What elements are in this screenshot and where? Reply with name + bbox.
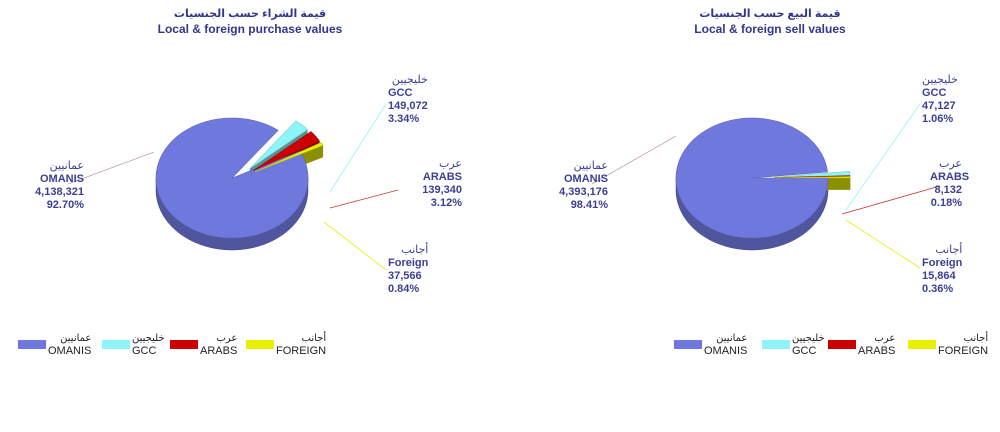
leader-line-foreign (845, 219, 921, 269)
legend-swatch-gcc (102, 340, 130, 349)
label-gcc: خليجيين GCC 47,127 1.06% (922, 74, 958, 125)
chart-legend: عمانيين OMANIS خليجيين GCC عرب ARABS أجانب F… (18, 333, 498, 358)
chart-title-arabic: قيمة البيع حسب الجنسيات (699, 8, 841, 20)
chart-title: Local & foreign sell values (694, 22, 846, 36)
label-gcc: خليجيين GCC 149,072 3.34% (388, 74, 428, 125)
chart-title: Local & foreign purchase values (157, 22, 343, 36)
pie-chart (591, 103, 941, 269)
legend-swatch-gcc (762, 340, 790, 349)
label-foreign: أجانب Foreign 15,864 0.36% (922, 244, 963, 295)
leader-line-foreign (323, 221, 387, 271)
label-arabs: عرب ARABS 8,132 0.18% (930, 158, 970, 209)
chart-legend: عمانيين OMANIS خليجيين GCC عرب ARABS أجانب F… (674, 333, 1000, 358)
label-omanis: عمانيين OMANIS 4,138,321 92.70% (35, 160, 84, 211)
leader-line-arabs (329, 189, 399, 209)
legend-swatch-arabs (170, 340, 198, 349)
chart-title-arabic: قيمة الشراء حسب الجنسيات (173, 8, 327, 20)
purchase-chart-panel: قيمة الشراء حسب الجنسيات Local & foreign… (18, 8, 498, 358)
pie-slice-arabs (253, 131, 320, 171)
legend-swatch-omanis (18, 340, 46, 349)
leader-line-gcc (845, 103, 921, 211)
label-arabs: عرب ARABS 139,340 3.12% (422, 158, 462, 209)
legend-swatch-foreign (908, 340, 936, 349)
legend-swatch-arabs (828, 340, 856, 349)
pie-slice-gcc (773, 170, 851, 178)
sell-chart-panel: قيمة البيع حسب الجنسيات Local & foreign … (520, 0, 1000, 432)
leader-line-gcc (329, 103, 387, 193)
leader-line-omanis (67, 151, 155, 185)
leader-line-omanis (591, 135, 677, 185)
pie-slice-omanis (675, 117, 829, 239)
pie-slice-omanis (155, 117, 309, 239)
pie-slice-gcc (249, 120, 309, 169)
pie-slice-foreign (254, 142, 324, 173)
label-omanis: عمانيين OMANIS 4,393,176 98.41% (559, 160, 608, 211)
legend-swatch-foreign (246, 340, 274, 349)
pie-slice-foreign (773, 176, 851, 179)
label-foreign: أجانب Foreign 37,566 0.84% (388, 244, 429, 295)
leader-line-arabs (841, 185, 941, 215)
pie-chart (67, 103, 399, 271)
legend-swatch-omanis (674, 340, 702, 349)
